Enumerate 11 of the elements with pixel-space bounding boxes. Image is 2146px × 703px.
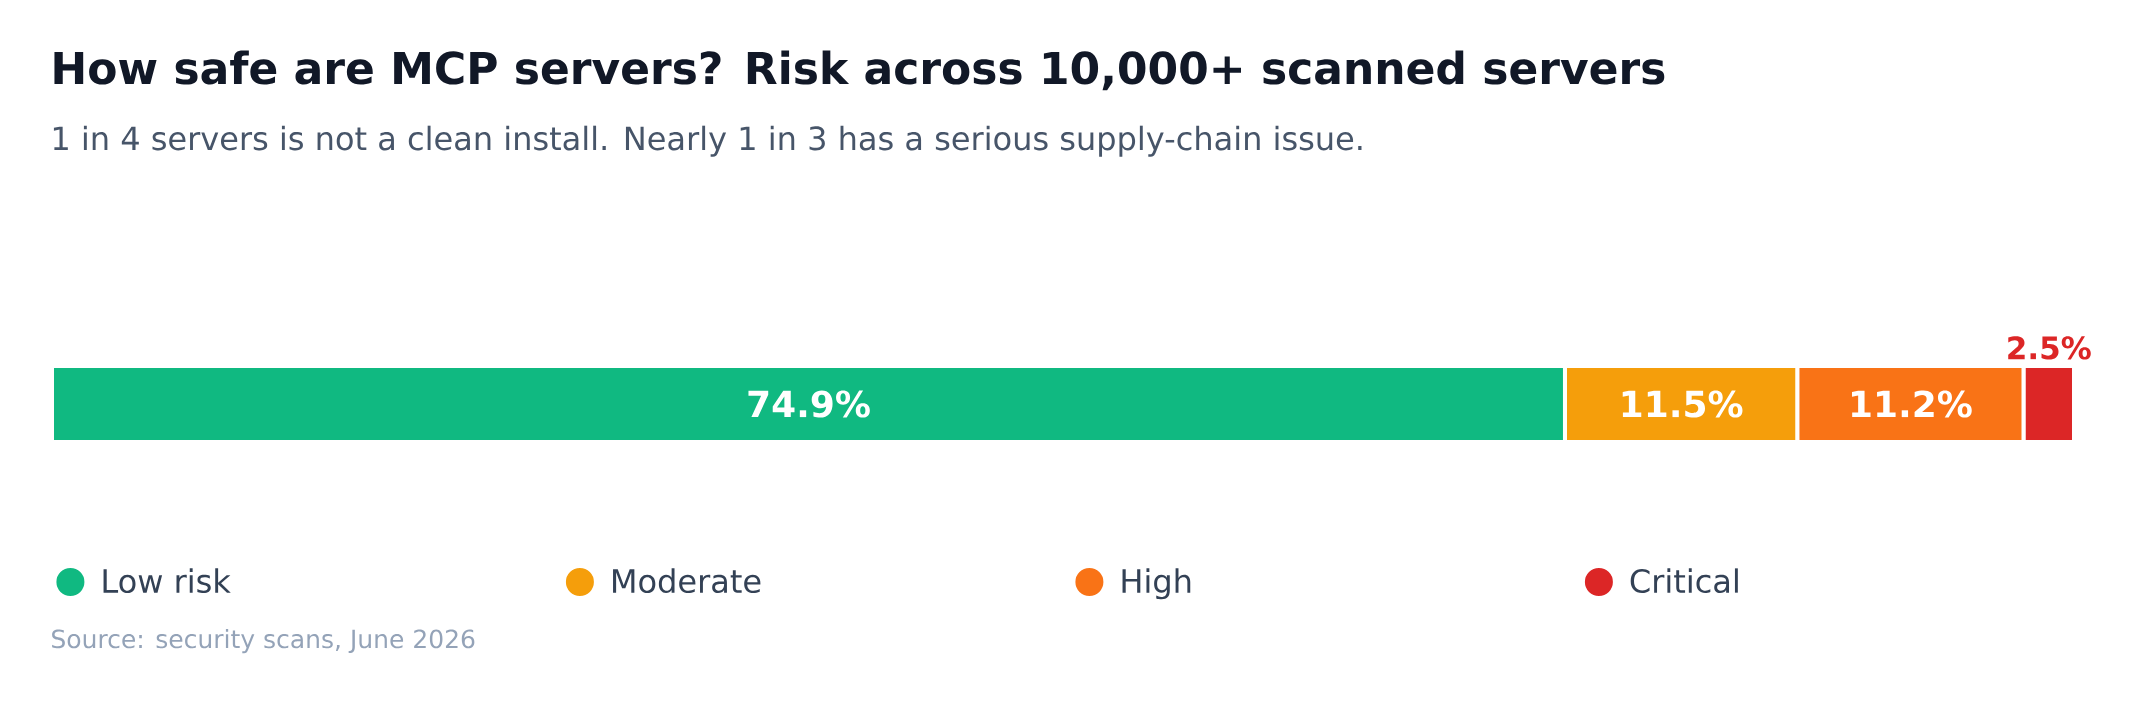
data-label: 11.2% <box>1852 390 1972 418</box>
legend-label: High <box>1122 568 1191 600</box>
chart-subtitle: 1 in 4 servers is not a clean install. Nearly 1 in 3 has a serious supply-chain issue. <box>53 125 1362 157</box>
data-label: 74.9% <box>748 390 870 418</box>
legend-label: Critical <box>1630 568 1738 594</box>
legend-label: Low risk <box>103 568 231 594</box>
legend-label: Moderate <box>613 568 761 594</box>
data-label: 2.5% <box>2008 336 2091 360</box>
chart-title: How safe are MCP servers? Risk across 10,000+ scanned servers <box>54 50 1665 91</box>
data-label: 11.5% <box>1622 390 1743 418</box>
source-note: Source: security scans, June 2026 <box>52 628 475 654</box>
